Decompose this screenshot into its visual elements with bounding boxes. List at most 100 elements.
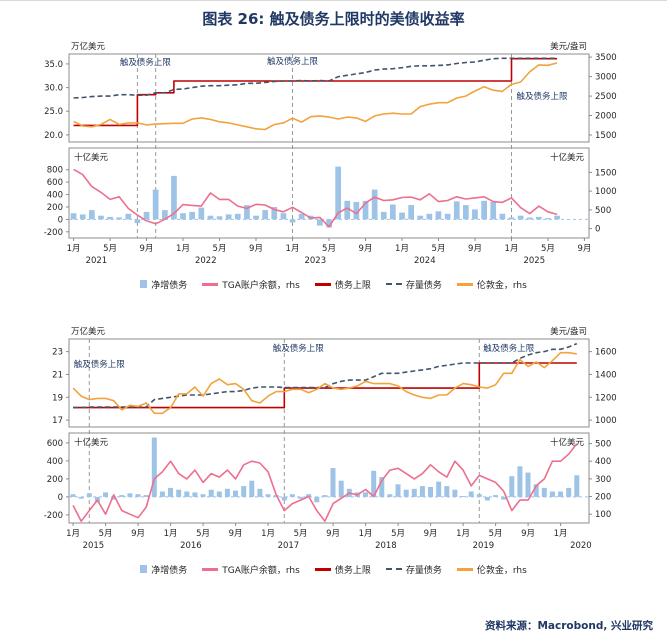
month-label: 1月 <box>553 529 567 539</box>
right-axis-tick: 1000 <box>595 187 617 197</box>
annotation-debt-ceiling-hit: 触及债务上限 <box>73 359 125 370</box>
legend-item: 债务上限 <box>314 278 371 291</box>
left-axis-tick: 200 <box>46 203 62 213</box>
axis-unit-left: 十亿美元 <box>74 152 109 163</box>
right-axis-tick: 300 <box>595 475 611 485</box>
month-label: 1月 <box>66 529 80 539</box>
legend-item: 存量债务 <box>385 278 442 291</box>
panel-frame <box>68 432 589 524</box>
series-line <box>72 351 577 415</box>
left-axis-tick: 400 <box>46 457 62 467</box>
month-label: 1月 <box>358 529 372 539</box>
month-label: 9月 <box>423 529 437 539</box>
right-axis-tick: 100 <box>595 510 611 520</box>
legend-label: 伦敦金，rhs <box>476 565 527 576</box>
legend-item: 净增债务 <box>140 278 187 291</box>
right-axis-tick: 2000 <box>595 112 617 122</box>
right-axis-tick: 2500 <box>595 92 617 102</box>
axis-unit-left: 十亿美元 <box>74 437 109 448</box>
year-label: 2023 <box>304 256 326 266</box>
legend-swatch-debt <box>385 568 402 570</box>
left-axis-tick: 400 <box>46 191 62 201</box>
month-label: 1月 <box>261 529 275 539</box>
month-label: 9月 <box>228 529 242 539</box>
left-axis-tick: 21 <box>52 370 63 380</box>
legend-item: 债务上限 <box>314 563 371 576</box>
legend-label: 存量债务 <box>405 565 442 576</box>
axis-unit-right: 十亿美元 <box>549 437 584 448</box>
series-line <box>71 443 577 522</box>
year-label: 2017 <box>277 541 299 551</box>
series-line <box>73 57 557 127</box>
right-axis-tick: 500 <box>595 206 611 216</box>
month-label: 9月 <box>577 244 591 254</box>
month-label: 1月 <box>176 244 190 254</box>
legend-swatch-ceiling <box>314 567 331 571</box>
legend-item: 伦敦金，rhs <box>456 563 527 576</box>
legend-label: TGA账户余额，rhs <box>222 565 300 576</box>
legend-swatch-tga <box>202 567 219 571</box>
left-axis-tick: 20.0 <box>44 131 63 141</box>
right-axis-tick: 200 <box>595 493 611 503</box>
month-label: 5月 <box>212 244 226 254</box>
year-label: 2024 <box>413 256 435 266</box>
legend-2015-2020: 净增债务 TGA账户余额，rhs 债务上限 存量债务 伦敦金，rhs <box>9 562 659 576</box>
month-label: 5月 <box>196 529 210 539</box>
annotation-debt-ceiling-hit: 触及债务上限 <box>516 91 568 102</box>
legend-label: 债务上限 <box>334 280 371 291</box>
month-label: 1月 <box>504 244 518 254</box>
legend-label: TGA账户余额，rhs <box>222 280 300 291</box>
legend-item: TGA账户余额，rhs <box>202 563 300 576</box>
axis-unit-right: 十亿美元 <box>549 152 584 163</box>
month-label: 5月 <box>540 244 554 254</box>
left-axis-tick: 25.0 <box>44 107 63 117</box>
month-label: 1月 <box>395 244 409 254</box>
legend-item: TGA账户余额，rhs <box>202 278 300 291</box>
month-label: 5月 <box>293 529 307 539</box>
month-label: 5月 <box>322 244 336 254</box>
month-label: 5月 <box>98 529 112 539</box>
axis-unit-right: 美元/盎司 <box>550 326 587 337</box>
month-label: 1月 <box>285 244 299 254</box>
left-axis-tick: 0 <box>57 215 62 225</box>
right-axis-tick: 400 <box>595 457 611 467</box>
legend-item: 伦敦金，rhs <box>456 278 527 291</box>
left-axis-tick: 19 <box>52 393 63 403</box>
month-label: 1月 <box>456 529 470 539</box>
right-axis-tick: 3000 <box>595 73 617 83</box>
right-axis-tick: 1200 <box>595 393 617 403</box>
month-label: 9月 <box>139 244 153 254</box>
left-axis-tick: 17 <box>52 416 63 426</box>
legend-label: 伦敦金，rhs <box>476 280 527 291</box>
month-label: 9月 <box>468 244 482 254</box>
right-axis-tick: 500 <box>595 440 611 450</box>
axis-unit-left: 万亿美元 <box>71 326 106 337</box>
right-axis-tick: 1400 <box>595 370 617 380</box>
year-label: 2022 <box>194 256 216 266</box>
chart-2021-2025: 20.0 25.0 30.0 35.0 1500 2000 2500 3000 3500 万亿美元… <box>9 36 659 291</box>
series-bars <box>70 166 560 228</box>
legend-item: 存量债务 <box>385 563 442 576</box>
legend-swatch-ceiling <box>314 282 331 286</box>
right-axis-tick: 1000 <box>595 416 617 426</box>
legend-swatch-gold <box>456 282 473 286</box>
legend-swatch-bar <box>140 280 148 288</box>
legend-swatch-gold <box>456 567 473 571</box>
left-axis-tick: 0 <box>57 493 62 503</box>
right-axis-tick: 1500 <box>595 168 617 178</box>
legend-swatch-tga <box>202 282 219 286</box>
year-label: 2020 <box>570 541 592 551</box>
year-label: 2015 <box>82 541 104 551</box>
year-label: 2019 <box>472 541 494 551</box>
left-axis-tick: 800 <box>46 166 62 176</box>
legend-label: 净增债务 <box>151 565 188 576</box>
legend-item: 净增债务 <box>140 563 187 576</box>
legend-2021-2025: 净增债务 TGA账户余额，rhs 债务上限 存量债务 伦敦金，rhs <box>9 277 659 291</box>
page-title: 图表 26: 触及债务上限时的美债收益率 <box>202 10 465 28</box>
month-label: 5月 <box>391 529 405 539</box>
annotation-debt-ceiling-hit: 触及债务上限 <box>272 343 324 354</box>
annotation-debt-ceiling-hit: 触及债务上限 <box>119 57 171 68</box>
month-label: 1月 <box>163 529 177 539</box>
year-label: 2021 <box>85 256 107 266</box>
